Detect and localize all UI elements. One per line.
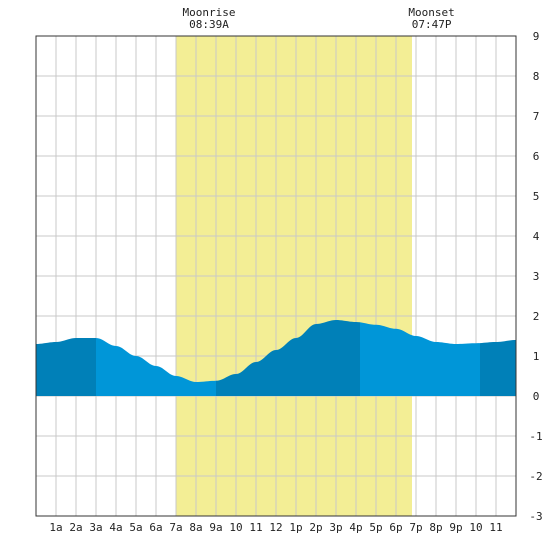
x-tick-label: 3a — [89, 521, 102, 534]
y-tick-label: -3 — [529, 510, 542, 523]
tide-area-segment — [216, 320, 360, 396]
x-tick-label: 5p — [369, 521, 382, 534]
moonrise-label: Moonrise — [183, 6, 236, 19]
y-tick-label: 2 — [533, 310, 540, 323]
x-tick-label: 5a — [129, 521, 142, 534]
x-tick-label: 11 — [489, 521, 502, 534]
moonrise-time: 08:39A — [189, 18, 229, 31]
y-tick-label: 8 — [533, 70, 540, 83]
x-tick-label: 8p — [429, 521, 442, 534]
y-tick-label: 0 — [533, 390, 540, 403]
x-tick-label: 2p — [309, 521, 322, 534]
grid-layer — [36, 36, 516, 516]
tide-area-segment — [36, 338, 96, 396]
x-tick-labels: 1a 2a 3a 4a 5a 6a 7a 8a 9a 10 11 12 1p 2p 3p 4p 5p 6p 7p 8p… — [49, 521, 502, 534]
y-tick-labels: -3 -2 -1 0 1 2 3 4 5 6 7 8 9 — [529, 30, 542, 523]
x-tick-label: 6p — [389, 521, 402, 534]
tide-area-segment — [96, 338, 216, 396]
moonset-label: Moonset — [408, 6, 454, 19]
tide-area-layer — [36, 320, 516, 396]
y-tick-label: 1 — [533, 350, 540, 363]
y-tick-label: 6 — [533, 150, 540, 163]
y-tick-label: -1 — [529, 430, 542, 443]
x-tick-label: 9p — [449, 521, 462, 534]
y-tick-label: 7 — [533, 110, 540, 123]
plot-frame — [35, 35, 517, 517]
x-tick-label: 7p — [409, 521, 422, 534]
y-tick-label: 5 — [533, 190, 540, 203]
x-tick-label: 2a — [69, 521, 82, 534]
x-tick-label: 3p — [329, 521, 342, 534]
x-tick-label: 12 — [269, 521, 282, 534]
x-tick-label: 1p — [289, 521, 302, 534]
tide-area-segment — [480, 340, 516, 396]
x-tick-label: 4p — [349, 521, 362, 534]
y-tick-label: 3 — [533, 270, 540, 283]
x-tick-label: 1a — [49, 521, 62, 534]
x-tick-label: 9a — [209, 521, 222, 534]
x-tick-label: 11 — [249, 521, 262, 534]
x-tick-label: 4a — [109, 521, 122, 534]
tide-area-segment — [360, 322, 480, 396]
x-tick-label: 6a — [149, 521, 162, 534]
moonset-time: 07:47P — [412, 18, 452, 31]
y-tick-label: 9 — [533, 30, 540, 43]
x-tick-label: 8a — [189, 521, 202, 534]
y-tick-label: 4 — [533, 230, 540, 243]
x-tick-label: 10 — [229, 521, 242, 534]
x-tick-label: 7a — [169, 521, 182, 534]
y-tick-label: -2 — [529, 470, 542, 483]
x-tick-label: 10 — [469, 521, 482, 534]
